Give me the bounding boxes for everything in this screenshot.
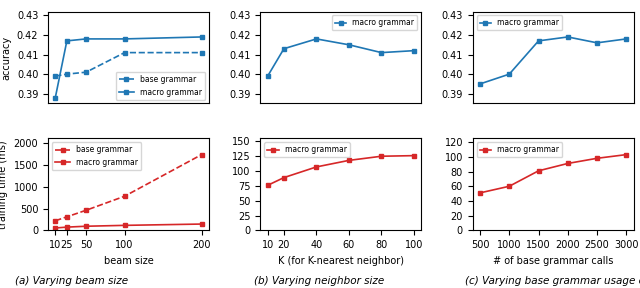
macro grammar	[63, 39, 70, 43]
macro grammar	[345, 43, 353, 47]
macro grammar	[63, 226, 70, 229]
macro grammar	[280, 176, 288, 179]
base grammar	[83, 71, 90, 74]
X-axis label: beam size: beam size	[104, 256, 154, 266]
macro grammar	[51, 226, 59, 230]
Legend: base grammar, macro grammar: base grammar, macro grammar	[116, 72, 205, 100]
Legend: macro grammar: macro grammar	[477, 15, 562, 31]
macro grammar	[51, 96, 59, 99]
macro grammar	[534, 169, 542, 173]
Line: macro grammar: macro grammar	[53, 222, 204, 230]
Line: macro grammar: macro grammar	[266, 37, 416, 78]
macro grammar	[378, 51, 385, 54]
macro grammar	[593, 41, 601, 45]
Legend: macro grammar: macro grammar	[332, 15, 417, 31]
macro grammar	[476, 82, 484, 86]
Line: macro grammar: macro grammar	[53, 35, 204, 100]
macro grammar	[83, 37, 90, 41]
macro grammar	[264, 183, 271, 187]
macro grammar	[593, 157, 601, 160]
macro grammar	[623, 37, 630, 41]
Line: macro grammar: macro grammar	[478, 35, 628, 86]
base grammar	[63, 72, 70, 76]
Text: (b) Varying neighbor size: (b) Varying neighbor size	[253, 276, 384, 286]
macro grammar	[280, 47, 288, 50]
macro grammar	[345, 159, 353, 162]
Text: (c) Varying base grammar usage count: (c) Varying base grammar usage count	[465, 276, 640, 286]
macro grammar	[410, 49, 418, 52]
base grammar	[51, 219, 59, 223]
base grammar	[63, 215, 70, 219]
macro grammar	[623, 153, 630, 156]
Legend: macro grammar: macro grammar	[477, 142, 562, 157]
macro grammar	[410, 154, 418, 157]
Legend: base grammar, macro grammar: base grammar, macro grammar	[52, 142, 141, 170]
macro grammar	[506, 185, 513, 188]
Line: macro grammar: macro grammar	[266, 154, 416, 187]
X-axis label: K (for K-nearest neighbor): K (for K-nearest neighbor)	[278, 256, 404, 266]
macro grammar	[378, 154, 385, 158]
base grammar	[198, 51, 205, 54]
Line: macro grammar: macro grammar	[478, 153, 628, 195]
macro grammar	[564, 35, 572, 39]
base grammar	[121, 194, 129, 198]
macro grammar	[121, 37, 129, 41]
macro grammar	[264, 74, 271, 78]
macro grammar	[564, 162, 572, 165]
Y-axis label: accuracy: accuracy	[1, 35, 12, 79]
Legend: macro grammar: macro grammar	[264, 142, 350, 157]
macro grammar	[312, 37, 320, 41]
base grammar	[198, 153, 205, 156]
base grammar	[83, 209, 90, 212]
macro grammar	[506, 72, 513, 76]
macro grammar	[312, 165, 320, 169]
macro grammar	[198, 222, 205, 226]
macro grammar	[198, 35, 205, 39]
Y-axis label: training time (ms): training time (ms)	[0, 140, 8, 229]
macro grammar	[121, 224, 129, 227]
base grammar	[121, 51, 129, 54]
macro grammar	[83, 225, 90, 228]
base grammar	[51, 74, 59, 78]
macro grammar	[476, 191, 484, 195]
Text: (a) Varying beam size: (a) Varying beam size	[15, 276, 128, 286]
X-axis label: # of base grammar calls: # of base grammar calls	[493, 256, 613, 266]
macro grammar	[534, 39, 542, 43]
Line: base grammar: base grammar	[53, 50, 204, 78]
Line: base grammar: base grammar	[53, 153, 204, 223]
